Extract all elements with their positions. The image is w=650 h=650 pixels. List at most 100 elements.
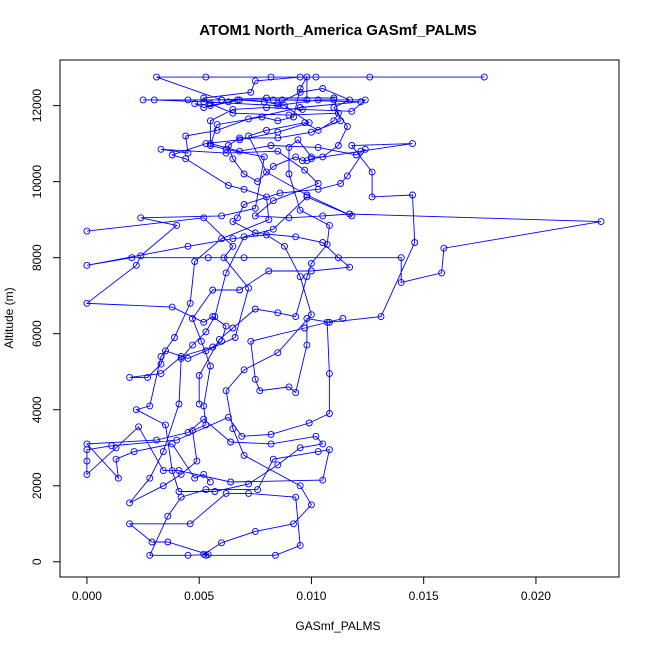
data-point [182,155,190,163]
data-point [195,400,203,408]
y-tick-label: 12000 [30,89,44,123]
data-point [312,73,320,81]
data-point [409,140,416,148]
data-point [325,446,333,454]
data-point [245,489,253,497]
data-point [301,324,309,332]
data-point [330,94,338,102]
data-point [438,269,446,277]
data-point [247,337,255,345]
data-point [269,197,277,205]
data-point [319,153,327,161]
data-point [184,354,192,362]
data-point [346,263,354,271]
data-point [292,153,300,161]
data-point [231,334,239,341]
data-point [186,299,194,307]
data-point [200,214,208,222]
data-point [339,315,347,322]
data-point [236,96,244,104]
data-point [285,143,293,151]
data-point [305,419,313,427]
data-point [204,551,212,559]
data-point [411,239,419,246]
x-tick-label: 0.020 [521,589,551,603]
data-point [440,244,448,252]
data-point [258,113,266,121]
data-point [323,318,331,326]
data-point [303,193,311,201]
data-point [173,221,181,229]
data-point [168,440,176,448]
data-point [397,278,405,286]
data-point [296,88,304,96]
data-point [269,162,277,170]
data-point [184,429,192,436]
data-point [319,440,327,448]
chart-title: ATOM1 North_America GASmf_PALMS [199,22,477,39]
data-point [236,286,244,294]
data-point [305,119,313,127]
x-tick-label: 0.015 [409,589,439,603]
x-axis-label: GASmf_PALMS [295,619,380,633]
data-point [193,457,201,465]
data-point [236,136,244,144]
data-point [274,102,282,110]
data-point [265,216,273,224]
data-point [162,421,169,429]
data-point [132,406,140,414]
data-point [251,305,259,313]
data-point [292,313,300,321]
data-point [206,117,214,125]
data-point [307,155,315,163]
data-point [229,155,237,163]
data-point [159,482,167,490]
data-point [177,493,185,501]
data-point [303,73,311,81]
data-point [83,457,91,465]
data-point [314,143,322,151]
data-point [236,134,244,142]
data-point [251,375,259,383]
data-point [159,467,167,475]
data-point [267,440,275,448]
data-point [83,299,91,307]
data-point [157,370,165,378]
data-point [206,100,214,108]
data-point [303,191,311,199]
data-point [233,214,241,222]
data-point [330,96,338,104]
data-point [307,311,315,319]
data-point [137,252,145,260]
y-axis-label: Altitude (m) [2,287,16,348]
series-3 [195,85,354,408]
data-point [238,432,246,440]
data-point [200,415,208,423]
data-point [175,400,183,408]
data-point [368,168,376,176]
data-point [164,512,172,520]
data-point [303,157,311,165]
data-point [251,77,259,85]
data-point [222,149,230,157]
data-point [224,98,232,106]
data-point [222,269,230,277]
data-point [366,73,374,81]
data-point [215,335,223,343]
data-point [184,242,192,250]
data-point [352,151,360,159]
data-point [177,470,185,478]
data-point [159,448,167,456]
data-point [222,145,230,153]
data-point [191,100,199,108]
data-point [146,402,154,410]
data-point [296,104,304,111]
data-point [299,157,306,165]
data-point [263,126,270,134]
y-tick-label: 2000 [30,472,44,499]
data-point [301,166,309,174]
data-point [224,413,232,421]
data-point [126,520,134,528]
data-point [168,303,176,311]
data-point [162,347,169,355]
